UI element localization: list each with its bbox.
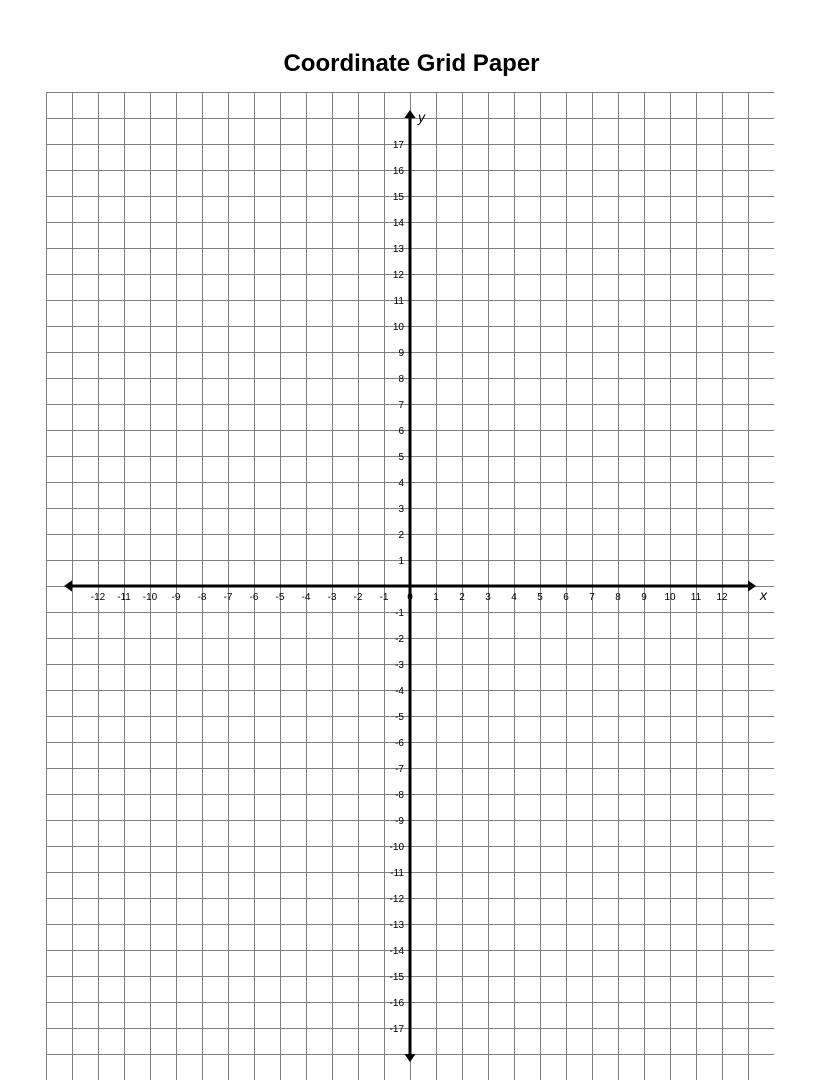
svg-text:1: 1 — [398, 556, 404, 567]
svg-text:-13: -13 — [390, 920, 405, 931]
svg-text:5: 5 — [398, 452, 404, 463]
svg-text:-4: -4 — [302, 592, 311, 603]
svg-text:4: 4 — [398, 478, 404, 489]
svg-text:-6: -6 — [250, 592, 259, 603]
svg-text:-10: -10 — [390, 842, 405, 853]
svg-text:9: 9 — [641, 592, 647, 603]
svg-text:6: 6 — [563, 592, 569, 603]
svg-text:10: 10 — [664, 592, 676, 603]
svg-text:7: 7 — [398, 400, 404, 411]
svg-text:-5: -5 — [276, 592, 285, 603]
coordinate-grid-svg: -12-11-10-9-8-7-6-5-4-3-2-10123456789101… — [46, 92, 774, 1080]
svg-text:-1: -1 — [380, 592, 389, 603]
svg-text:-8: -8 — [198, 592, 207, 603]
svg-text:9: 9 — [398, 348, 404, 359]
svg-text:-7: -7 — [395, 764, 404, 775]
svg-text:-3: -3 — [395, 660, 404, 671]
svg-text:-15: -15 — [390, 972, 405, 983]
svg-text:-16: -16 — [390, 998, 405, 1009]
svg-text:-1: -1 — [395, 608, 404, 619]
svg-text:4: 4 — [511, 592, 517, 603]
svg-text:7: 7 — [589, 592, 595, 603]
svg-text:14: 14 — [393, 218, 405, 229]
svg-text:2: 2 — [398, 530, 404, 541]
svg-text:3: 3 — [485, 592, 491, 603]
page-title: Coordinate Grid Paper — [0, 50, 823, 78]
svg-text:1: 1 — [433, 592, 439, 603]
svg-text:2: 2 — [459, 592, 465, 603]
svg-text:-17: -17 — [390, 1024, 405, 1035]
svg-text:-7: -7 — [224, 592, 233, 603]
svg-text:-2: -2 — [354, 592, 363, 603]
svg-text:-12: -12 — [390, 894, 405, 905]
svg-text:-9: -9 — [395, 816, 404, 827]
svg-text:-5: -5 — [395, 712, 404, 723]
svg-text:y: y — [417, 109, 426, 125]
page: Coordinate Grid Paper -12-11-10-9-8-7-6-… — [0, 0, 823, 1065]
svg-text:-14: -14 — [390, 946, 405, 957]
svg-text:-11: -11 — [390, 868, 404, 879]
svg-text:8: 8 — [615, 592, 621, 603]
svg-text:-4: -4 — [395, 686, 404, 697]
svg-text:13: 13 — [393, 244, 405, 255]
svg-text:5: 5 — [537, 592, 543, 603]
svg-text:8: 8 — [398, 374, 404, 385]
svg-text:-8: -8 — [395, 790, 404, 801]
svg-text:-9: -9 — [172, 592, 181, 603]
svg-text:11: 11 — [394, 296, 405, 307]
svg-text:16: 16 — [393, 166, 405, 177]
svg-text:-10: -10 — [143, 592, 158, 603]
svg-text:-2: -2 — [395, 634, 404, 645]
svg-text:6: 6 — [398, 426, 404, 437]
svg-text:-11: -11 — [117, 592, 131, 603]
svg-text:-6: -6 — [395, 738, 404, 749]
svg-text:-3: -3 — [328, 592, 337, 603]
svg-text:x: x — [759, 587, 768, 603]
coordinate-grid: -12-11-10-9-8-7-6-5-4-3-2-10123456789101… — [46, 92, 774, 1085]
svg-text:12: 12 — [393, 270, 405, 281]
svg-text:-12: -12 — [91, 592, 106, 603]
svg-text:12: 12 — [716, 592, 728, 603]
svg-text:0: 0 — [407, 592, 413, 603]
svg-text:15: 15 — [393, 192, 405, 203]
svg-text:17: 17 — [393, 140, 405, 151]
svg-text:11: 11 — [691, 592, 702, 603]
svg-text:10: 10 — [393, 322, 405, 333]
svg-text:3: 3 — [398, 504, 404, 515]
